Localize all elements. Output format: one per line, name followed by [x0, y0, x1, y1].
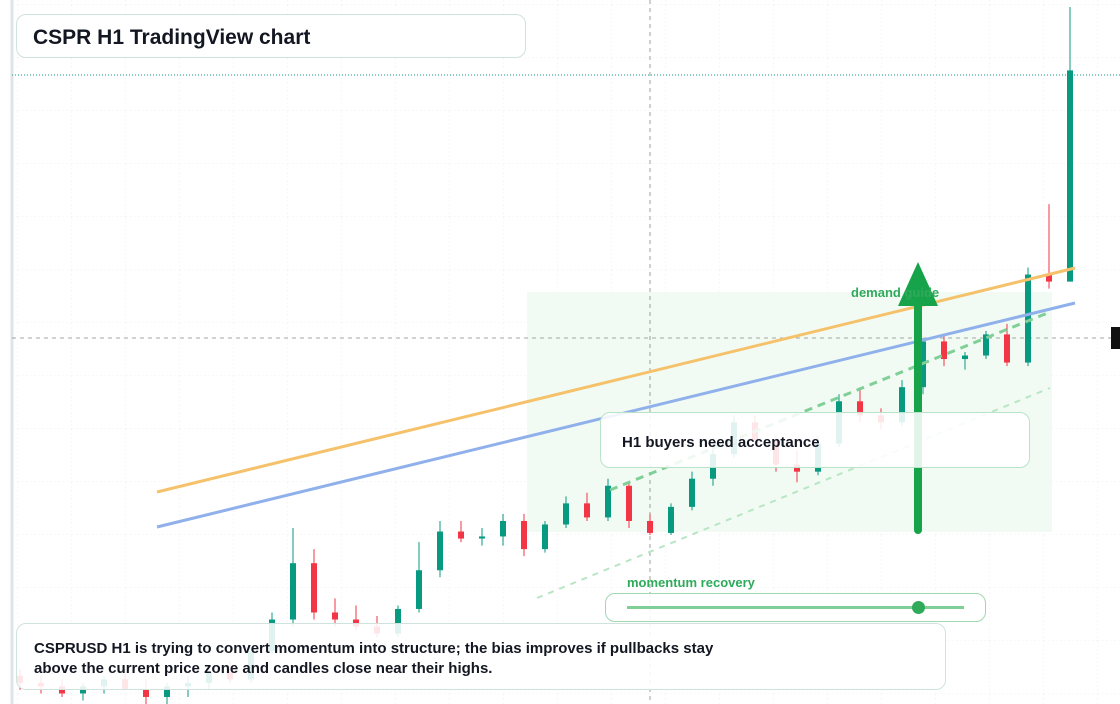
candle-body [689, 478, 695, 507]
candle-body [1067, 70, 1073, 282]
candle-body [1025, 274, 1031, 363]
candle-body [416, 570, 422, 609]
arrow-head [898, 262, 938, 306]
candle-body [542, 524, 548, 550]
candle-body [584, 503, 590, 518]
slider-knob [912, 601, 925, 614]
candle-body [668, 506, 674, 533]
candle-body [794, 464, 800, 472]
candle-body [962, 355, 968, 360]
candle-body [500, 520, 506, 537]
chart-title: CSPR H1 TradingView chart [33, 26, 311, 49]
candle-body [605, 485, 611, 518]
candle-body [941, 341, 947, 360]
candle-body [143, 689, 149, 697]
annotation: momentum recovery [627, 575, 755, 590]
candle-body [458, 531, 464, 539]
candle-body [626, 485, 632, 521]
candle-body [332, 612, 338, 620]
annotation: demand guide [851, 285, 940, 300]
annotation: H1 buyers need acceptance [622, 434, 820, 451]
candle-body [857, 401, 863, 416]
candle-body [290, 563, 296, 620]
candle-body [164, 686, 170, 697]
candle-body [311, 563, 317, 613]
caption-box: CSPRUSD H1 is trying to convert momentum… [16, 623, 946, 690]
candle-body [521, 520, 527, 550]
candle-body [647, 520, 653, 533]
title-box: CSPR H1 TradingView chart [16, 14, 526, 58]
candle-body [437, 531, 443, 571]
candle-body [983, 334, 989, 356]
slider [605, 593, 986, 622]
candle-body [899, 387, 905, 423]
candle-body [1046, 274, 1052, 282]
annotation-box: H1 buyers need acceptance [600, 412, 1030, 468]
slider-track [627, 606, 964, 609]
candle-body [479, 536, 485, 539]
caption: CSPRUSD H1 is trying to convert momentum… [34, 640, 714, 677]
candle-body [395, 608, 401, 634]
candle-body [563, 503, 569, 525]
channel-line [609, 310, 1051, 492]
candle-body [1004, 334, 1010, 363]
scale-badge [1111, 327, 1120, 349]
